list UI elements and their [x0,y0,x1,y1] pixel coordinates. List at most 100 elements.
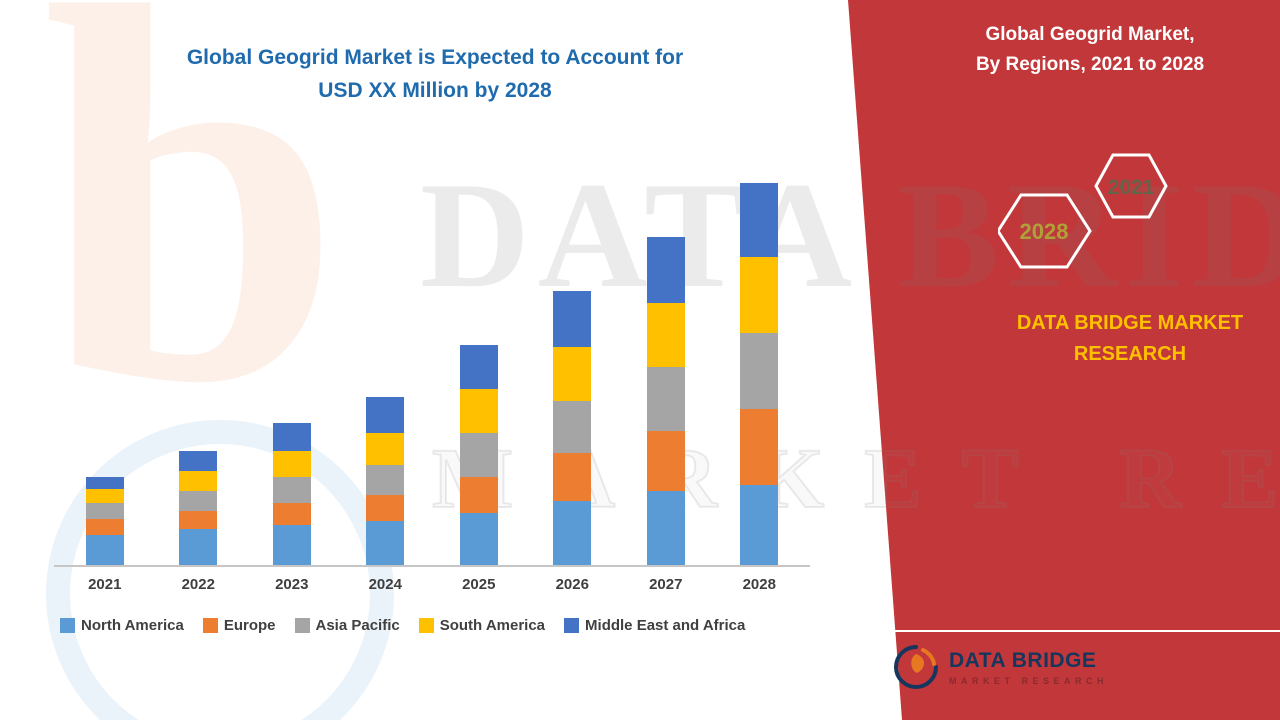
bar-segment-middle-east-and-africa [85,477,124,489]
brand-line2: RESEARCH [1073,343,1187,365]
legend: North America Europe Asia Pacific South Ame… [60,617,745,634]
bar-segment-north-america [646,491,685,565]
bar-segment-middle-east-and-africa [272,423,311,451]
year-hexagons: 2028 2021 [998,153,1168,269]
hexagon-2021-outline [1094,153,1168,219]
x-axis-label-2021: 2021 [88,576,122,593]
panel-divider-line [876,630,1280,632]
legend-item-middle-east-and-africa: Middle East and Africa [564,617,745,634]
legend-swatch-asia-pacific-icon [294,618,310,633]
hexagon-2021-label: 2021 [1108,176,1155,199]
bar-segment-north-america [85,535,124,565]
x-axis-label-2024: 2024 [368,576,402,593]
data-bridge-logo-icon [894,645,938,689]
bar-segment-middle-east-and-africa [366,397,405,433]
bar-segment-europe [85,519,124,535]
stacked-bar-2027 [646,237,685,565]
chart-title-line2: USD XX Million by 2028 [318,78,552,102]
legend-label-middle-east-and-africa: Middle East and Africa [585,617,746,634]
logo-subtitle: MARKET RESEARCH [949,675,1109,686]
bar-segment-asia-pacific [366,465,405,495]
chart-title: Global Geogrid Market is Expected to Acc… [90,42,780,107]
bar-segment-middle-east-and-africa [179,451,218,471]
bar-segment-south-america [85,489,124,503]
legend-item-europe: Europe [202,617,276,634]
legend-swatch-north-america-icon [60,618,75,633]
bar-segment-europe [553,453,592,501]
x-axis-label-2028: 2028 [742,576,776,593]
panel-heading-line1: Global Geogrid Market, [985,24,1195,45]
bar-column-2025 [432,345,526,565]
bar-segment-asia-pacific [646,367,685,431]
bar-column-2026 [526,291,620,565]
x-axis-label-2027: 2027 [649,576,683,593]
legend-item-asia-pacific: Asia Pacific [294,617,400,634]
stacked-bar-2025 [459,345,498,565]
bar-segment-south-america [179,471,218,491]
bar-segment-asia-pacific [272,477,311,503]
bar-column-2021 [58,477,152,565]
bar-segment-middle-east-and-africa [459,345,498,389]
x-axis-label-2023: 2023 [275,576,309,593]
legend-label-asia-pacific: Asia Pacific [315,617,400,634]
bar-segment-north-america [553,501,592,565]
legend-item-south-america: South America [418,617,546,634]
bar-segment-north-america [740,485,779,565]
logo-text-block: DATA BRIDGE MARKET RESEARCH [949,649,1108,686]
stacked-bar-2021 [85,477,124,565]
bar-segment-europe [272,503,311,525]
bar-segment-asia-pacific [553,401,592,453]
hexagon-2028-outline [998,193,1092,269]
bar-segment-south-america [646,303,685,367]
x-axis-line [54,565,810,567]
bar-segment-south-america [272,451,311,477]
bar-segment-asia-pacific [459,433,498,477]
bar-column-2024 [339,397,433,565]
legend-label-south-america: South America [439,617,546,634]
bar-column-2028 [713,183,807,565]
data-bridge-logo: DATA BRIDGE MARKET RESEARCH [893,644,1108,690]
legend-swatch-south-america-icon [418,618,434,633]
bar-segment-middle-east-and-africa [740,183,779,257]
x-axis-label-2025: 2025 [462,576,496,593]
bar-segment-middle-east-and-africa [646,237,685,303]
logo-name: DATA BRIDGE [949,648,1097,672]
bar-segment-asia-pacific [740,333,779,409]
bar-segment-europe [366,495,405,521]
bar-segment-south-america [553,347,592,401]
legend-swatch-middle-east-and-africa-icon [564,618,580,633]
bar-segment-asia-pacific [179,491,218,511]
panel-heading-line2: By Regions, 2021 to 2028 [975,54,1205,76]
bar-segment-north-america [366,521,405,565]
chart-title-line1: Global Geogrid Market is Expected to Acc… [186,46,684,69]
legend-label-north-america: North America [81,617,184,634]
bar-segment-north-america [179,529,218,565]
bar-segment-north-america [459,513,498,565]
bar-segment-south-america [459,389,498,433]
stacked-bar-2024 [366,397,405,565]
bar-column-2022 [152,451,246,565]
brand-line1: DATA BRIDGE MARKET [1016,312,1244,334]
bar-segment-europe [646,431,685,491]
stacked-bar-2028 [740,183,779,565]
bar-segment-north-america [272,525,311,565]
stacked-bar-2022 [179,451,218,565]
panel-heading: Global Geogrid Market, By Regions, 2021 … [925,20,1255,81]
bar-segment-europe [459,477,498,513]
x-axis-label-2026: 2026 [555,576,589,593]
watermark-logo-b: b [42,0,343,494]
bar-segment-asia-pacific [85,503,124,519]
bar-segment-middle-east-and-africa [553,291,592,347]
bar-segment-europe [179,511,218,529]
x-axis-label-2022: 2022 [181,576,215,593]
bar-segment-south-america [366,433,405,465]
x-axis-labels: 2021 2022 2023 2024 2025 2026 2027 2028 [58,576,806,593]
bar-segment-south-america [740,257,779,333]
stacked-bar-2023 [272,423,311,565]
legend-label-europe: Europe [223,617,276,634]
bar-segment-europe [740,409,779,485]
brand-text: DATA BRIDGE MARKET RESEARCH [990,308,1270,370]
plot-area [58,180,806,565]
